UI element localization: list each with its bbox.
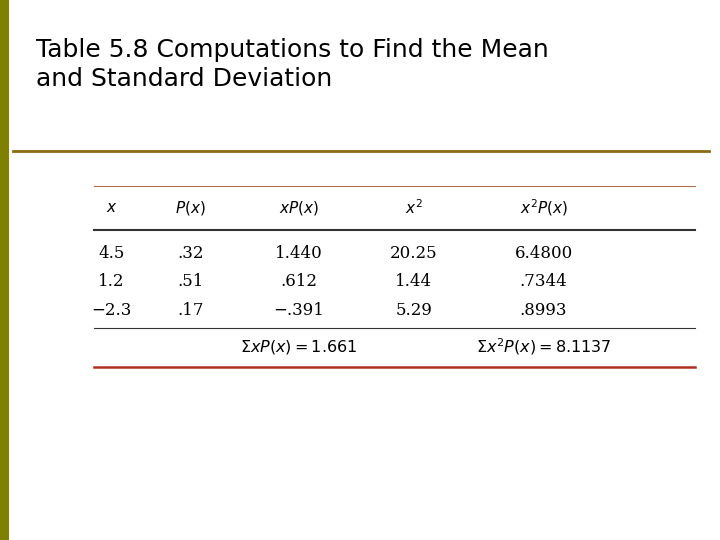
Text: $\Sigma x^2P(x) = 8.1137$: $\Sigma x^2P(x) = 8.1137$ [476,336,611,357]
Text: 6.4800: 6.4800 [515,245,572,262]
Text: 1.2: 1.2 [99,273,125,291]
Text: −2.3: −2.3 [91,302,132,319]
Text: .8993: .8993 [520,302,567,319]
Text: $x^2P(x)$: $x^2P(x)$ [520,198,567,218]
Text: 1.440: 1.440 [275,245,323,262]
Text: .32: .32 [178,245,204,262]
Text: 5.29: 5.29 [395,302,433,319]
Text: .612: .612 [280,273,318,291]
Text: .51: .51 [178,273,204,291]
Text: .7344: .7344 [520,273,567,291]
Text: $P(x)$: $P(x)$ [176,199,206,217]
Text: 20.25: 20.25 [390,245,438,262]
Text: $x$: $x$ [106,200,117,215]
Text: $\Sigma xP(x) = 1.661$: $\Sigma xP(x) = 1.661$ [240,338,357,356]
Text: $x^2$: $x^2$ [405,199,423,217]
Text: −.391: −.391 [274,302,324,319]
Text: $xP(x)$: $xP(x)$ [279,199,319,217]
Text: 4.5: 4.5 [99,245,125,262]
Text: .17: .17 [178,302,204,319]
Text: Table 5.8 Computations to Find the Mean
and Standard Deviation: Table 5.8 Computations to Find the Mean … [36,38,549,91]
Text: 1.44: 1.44 [395,273,433,291]
